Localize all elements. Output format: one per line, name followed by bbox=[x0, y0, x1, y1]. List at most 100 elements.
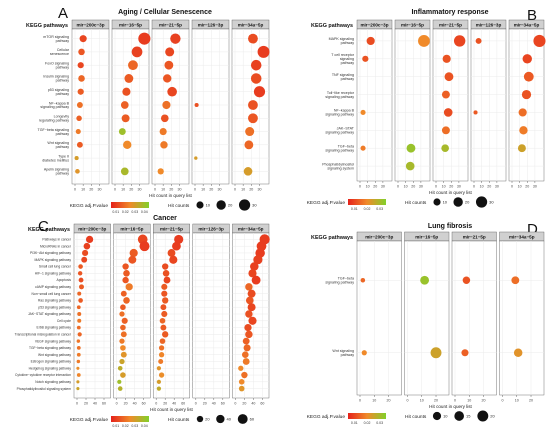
facet-panel: mir−21−5p0 10 20 30 bbox=[432, 19, 469, 189]
data-point bbox=[77, 318, 82, 323]
data-point bbox=[162, 263, 169, 270]
colorbar bbox=[111, 416, 149, 422]
pathway-label: Small cell lung cancer bbox=[39, 265, 72, 269]
x-tick-label: 40 bbox=[251, 402, 255, 406]
color-legend-title: KEGG adj.P.value bbox=[70, 417, 109, 423]
x-tick-label: 60 bbox=[221, 402, 225, 406]
panel-frame bbox=[356, 240, 402, 396]
size-legend-label: 10 bbox=[206, 203, 211, 208]
data-point bbox=[77, 312, 82, 316]
colorbar-tick: 0.02 bbox=[364, 207, 371, 211]
data-point bbox=[441, 90, 450, 99]
colorbar-tick: 0.01 bbox=[112, 424, 119, 428]
data-point bbox=[523, 71, 534, 82]
data-point bbox=[138, 32, 151, 45]
facet-label: mir−126−3p bbox=[198, 226, 224, 231]
x-tick-label: 0 bbox=[74, 188, 76, 192]
pathway-label-line: signaling pathway bbox=[325, 131, 354, 135]
facet-label: mir−200c−3p bbox=[78, 226, 106, 231]
size-legend-dot bbox=[433, 198, 441, 206]
data-point bbox=[159, 338, 166, 344]
facet-panel: mir−126−3p 0 10 20 30 bbox=[191, 19, 230, 192]
pathway-label-line: TGF−beta bbox=[338, 144, 354, 148]
pathway-label: TGF−beta signaling pathway bbox=[38, 128, 70, 136]
pathway-label-line: mTOR signaling bbox=[43, 35, 69, 39]
data-point bbox=[406, 143, 416, 153]
facet-panel: mir−34a−5p 0 10 20 30 bbox=[508, 19, 546, 189]
x-tick-label: 40 bbox=[133, 402, 137, 406]
data-point bbox=[533, 34, 546, 47]
facet-label: mir−34a−5p bbox=[509, 234, 535, 239]
size-legend-title: Hit counts bbox=[168, 203, 190, 209]
data-point bbox=[518, 108, 527, 117]
data-point bbox=[158, 352, 165, 358]
data-point bbox=[245, 283, 253, 291]
facet-label: mir−21−5p bbox=[463, 234, 486, 239]
pathway-label-line: Phosphatidylinositol signaling system bbox=[17, 387, 72, 391]
panel-frame bbox=[192, 232, 230, 399]
size-legend-label: 20 bbox=[465, 200, 470, 205]
data-point bbox=[194, 156, 198, 160]
pathway-label-line: TNF signaling bbox=[332, 73, 354, 77]
pathway-label: MicroRNAs in cancer bbox=[40, 244, 72, 248]
pathway-label: p53 signaling pathway bbox=[38, 305, 71, 309]
size-legend-dot bbox=[475, 196, 488, 208]
pathway-label-line: signaling bbox=[340, 57, 354, 61]
x-tick-label: 30 bbox=[457, 185, 461, 189]
pathway-label: MAPK signaling pathway bbox=[35, 258, 72, 262]
data-point bbox=[76, 359, 81, 364]
data-point bbox=[165, 47, 175, 57]
facet-panel: mir−34a−5p 0 10 20 bbox=[499, 231, 545, 403]
data-point bbox=[161, 283, 168, 290]
row-header: KEGG pathways bbox=[311, 235, 353, 241]
data-point bbox=[517, 144, 526, 153]
x-tick-label: 0 bbox=[195, 402, 197, 406]
data-point bbox=[120, 290, 127, 297]
facet-panel: mir−200c−3p 0 20 40 60 bbox=[73, 223, 111, 406]
panel-letter: B bbox=[527, 7, 537, 24]
pathway-label-line: TGF−beta signaling pathway bbox=[29, 346, 71, 350]
data-point bbox=[405, 161, 415, 171]
colorbar-tick: 0.03 bbox=[376, 421, 383, 425]
data-point bbox=[117, 365, 123, 371]
data-point bbox=[444, 72, 454, 82]
panel-frame bbox=[508, 28, 545, 182]
colorbar-tick: 0.02 bbox=[122, 424, 129, 428]
data-point bbox=[78, 264, 83, 269]
pathway-label-line: Apelin signaling bbox=[44, 168, 69, 172]
pathway-label: Phosphatidylinositol signaling system bbox=[17, 387, 72, 391]
pathway-label: Wnt signaling pathway bbox=[332, 349, 354, 357]
pathway-label-line: MAPK signaling bbox=[329, 37, 354, 41]
x-tick-label: 60 bbox=[102, 402, 106, 406]
pathway-label: TGF−beta signaling pathway bbox=[325, 144, 354, 152]
colorbar-tick: 0.01 bbox=[112, 210, 119, 214]
data-point bbox=[430, 347, 442, 359]
pathway-label: Transcriptional misregulation in cancer bbox=[15, 333, 72, 337]
pathway-label-line: JAK−STAT signaling pathway bbox=[28, 312, 71, 316]
data-point bbox=[360, 145, 366, 151]
size-legend-label: 20 bbox=[205, 417, 210, 422]
data-point bbox=[120, 331, 127, 338]
data-point bbox=[76, 339, 81, 343]
facet-panel: mir−21−5p0 10 20 30 bbox=[151, 19, 190, 192]
pathway-label: Cellular senescence bbox=[50, 48, 70, 56]
pathway-label: HIF−1 signaling pathway bbox=[35, 271, 72, 275]
x-tick-label: 10 bbox=[442, 185, 446, 189]
data-point bbox=[117, 379, 122, 384]
facet-label: mir−200c−3p bbox=[360, 22, 388, 27]
data-point bbox=[163, 74, 172, 83]
pathway-label-line: signaling pathway bbox=[325, 95, 354, 99]
data-point bbox=[124, 74, 134, 83]
data-point bbox=[157, 168, 164, 175]
x-tick-label: 10 bbox=[121, 188, 125, 192]
x-tick-label: 0 bbox=[473, 185, 475, 189]
x-tick-label: 20 bbox=[124, 402, 128, 406]
size-legend-label: 10 bbox=[443, 200, 448, 205]
data-point bbox=[243, 167, 253, 176]
data-point bbox=[77, 88, 84, 95]
pathway-label: Apoptosis bbox=[57, 278, 72, 282]
color-legend-title: KEGG adj.P.value bbox=[70, 203, 109, 209]
x-tick-label: 10 bbox=[404, 185, 408, 189]
